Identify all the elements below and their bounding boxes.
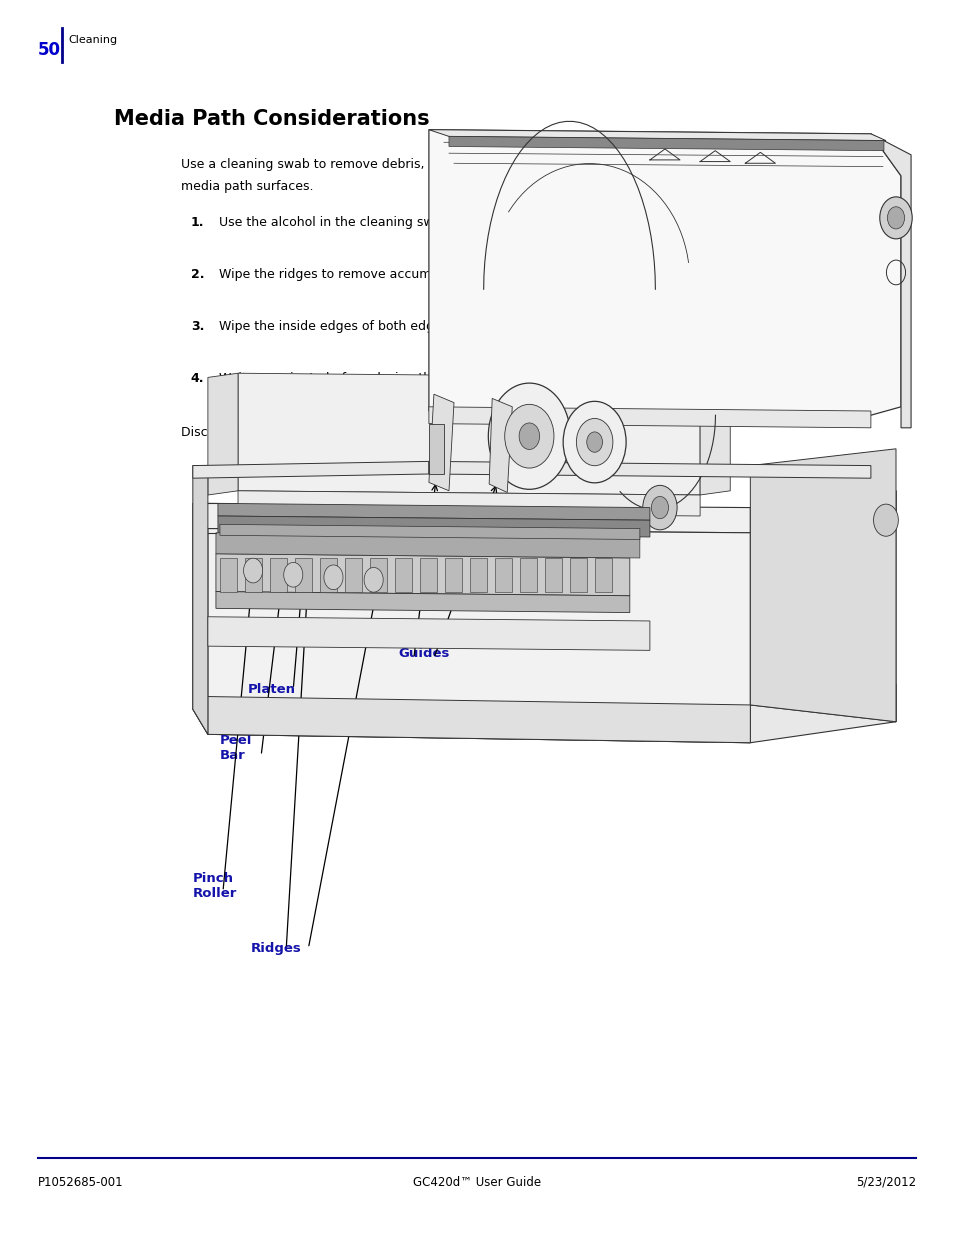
Circle shape [651,496,668,519]
Polygon shape [220,525,639,540]
Text: Use a cleaning swab to remove debris, dust or crust that has built-up on the hol: Use a cleaning swab to remove debris, du… [181,158,786,172]
Polygon shape [569,558,587,592]
Polygon shape [750,448,895,721]
Text: Use the alcohol in the cleaning swab to soak the debris to break up the adhesive: Use the alcohol in the cleaning swab to … [219,216,731,230]
Polygon shape [429,424,443,474]
Polygon shape [208,697,750,742]
Text: Wait one minute before closing the printer.: Wait one minute before closing the print… [219,372,488,385]
Text: Wipe the inside edges of both edge guides to remove any built-up residue.: Wipe the inside edges of both edge guide… [219,320,688,333]
Text: P1052685-001: P1052685-001 [38,1176,124,1189]
Circle shape [886,206,903,228]
Circle shape [576,419,612,466]
Polygon shape [193,504,208,735]
Polygon shape [870,133,910,427]
Polygon shape [429,462,870,478]
Text: Pinch
Roller: Pinch Roller [193,872,237,900]
Text: 3.: 3. [191,320,204,333]
Polygon shape [193,684,895,742]
Text: Platen: Platen [248,683,295,695]
Circle shape [642,485,677,530]
Polygon shape [193,490,895,532]
Circle shape [243,558,262,583]
Text: 50: 50 [38,41,61,59]
Polygon shape [215,532,639,558]
Polygon shape [208,529,750,742]
Polygon shape [215,553,629,595]
Text: 1.: 1. [191,216,204,230]
Polygon shape [495,558,512,592]
Polygon shape [238,490,700,516]
Circle shape [364,567,383,592]
Polygon shape [245,558,262,592]
Text: Peel
Bar: Peel Bar [220,734,252,762]
Text: 5/23/2012: 5/23/2012 [855,1176,915,1189]
Circle shape [283,562,302,587]
Polygon shape [294,558,312,592]
Polygon shape [419,558,436,592]
Polygon shape [429,130,885,141]
Polygon shape [193,466,208,735]
Circle shape [562,401,625,483]
Text: Cleaning: Cleaning [69,35,117,44]
Text: Media Path Considerations: Media Path Considerations [114,109,430,128]
Polygon shape [700,373,729,495]
Polygon shape [489,399,512,493]
Polygon shape [208,373,238,495]
Text: 2.: 2. [191,268,204,282]
Polygon shape [270,558,287,592]
Circle shape [518,422,539,450]
Text: Ridges: Ridges [251,942,301,955]
Text: Wipe the ridges to remove accumulated debris.: Wipe the ridges to remove accumulated de… [219,268,517,282]
Polygon shape [429,394,454,490]
Text: media path surfaces.: media path surfaces. [181,180,314,194]
Polygon shape [238,373,700,495]
Circle shape [324,564,343,589]
Circle shape [488,383,570,489]
Polygon shape [215,592,629,613]
Polygon shape [449,136,883,151]
Polygon shape [370,558,387,592]
Polygon shape [217,504,649,520]
Polygon shape [220,558,237,592]
Polygon shape [193,462,429,478]
Polygon shape [208,616,649,651]
Polygon shape [444,558,462,592]
Circle shape [504,404,554,468]
Polygon shape [395,558,412,592]
Text: Media
Guides: Media Guides [397,632,449,661]
Text: GC420d™ User Guide: GC420d™ User Guide [413,1176,540,1189]
Polygon shape [345,558,362,592]
Circle shape [586,432,602,452]
Text: 4.: 4. [191,372,204,385]
Polygon shape [544,558,561,592]
Polygon shape [319,558,337,592]
Circle shape [873,504,898,536]
Text: Discard the cleaning swab after use.: Discard the cleaning swab after use. [181,426,410,440]
Polygon shape [750,490,895,721]
Polygon shape [594,558,612,592]
Polygon shape [217,516,649,537]
Polygon shape [519,558,537,592]
Circle shape [879,196,911,238]
Polygon shape [429,130,900,415]
Polygon shape [469,558,487,592]
Polygon shape [429,406,870,427]
